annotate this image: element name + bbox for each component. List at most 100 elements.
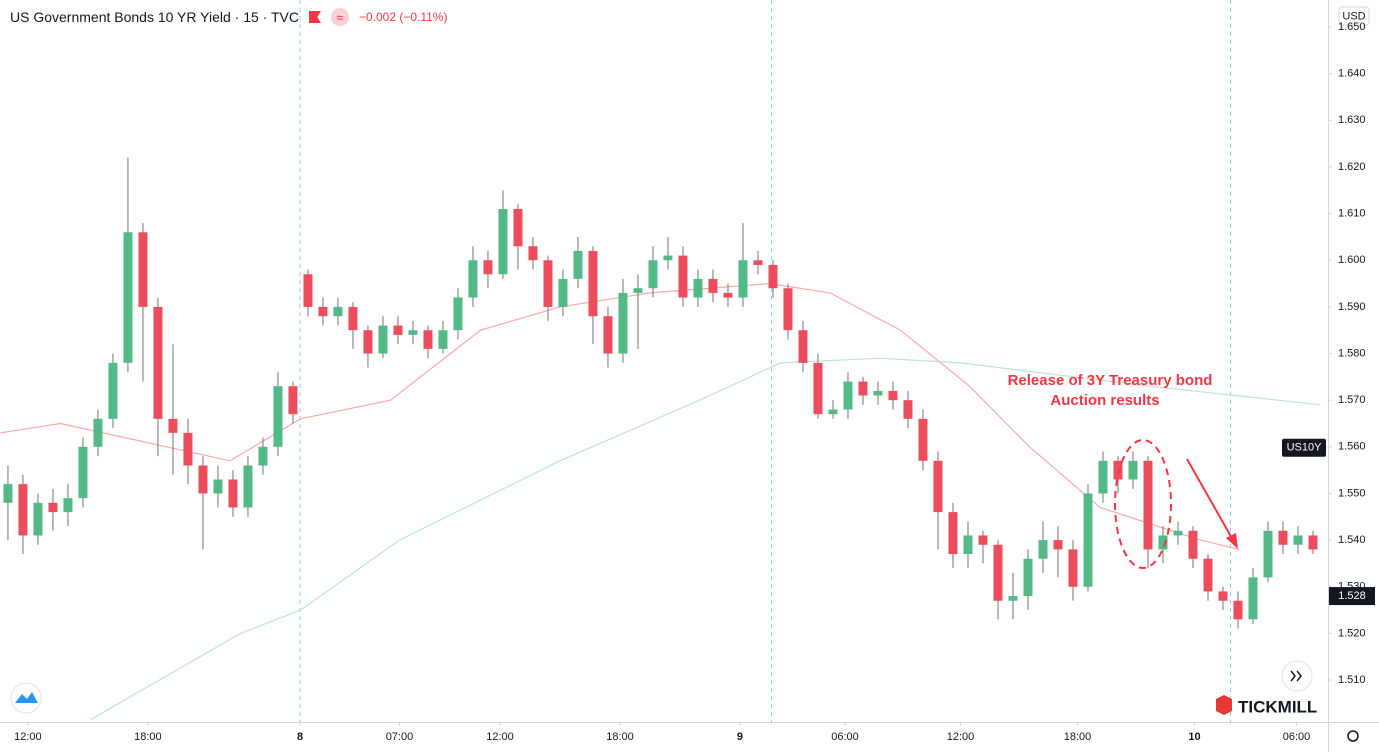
annotation: Auction results bbox=[1050, 392, 1159, 409]
candle-body bbox=[18, 484, 28, 536]
candle-body bbox=[3, 484, 13, 503]
candle-body bbox=[663, 255, 673, 261]
flag-icon[interactable] bbox=[308, 11, 321, 23]
moving-average bbox=[90, 357, 1321, 721]
candle-body bbox=[1068, 549, 1078, 587]
candle-body bbox=[903, 400, 913, 419]
candle-body bbox=[468, 260, 478, 298]
candle-body bbox=[753, 260, 763, 265]
candle-body bbox=[483, 260, 493, 275]
candle-body bbox=[363, 330, 373, 354]
symbol-marker: US10Y bbox=[1287, 442, 1323, 454]
y-tick-label: 1.540 bbox=[1338, 534, 1366, 546]
symbol-marker-box bbox=[1282, 438, 1326, 457]
candle-body bbox=[153, 306, 163, 419]
candle-body bbox=[1143, 460, 1153, 550]
arrow bbox=[1186, 458, 1234, 541]
candle-body bbox=[723, 292, 733, 298]
x-tick-label: 12:00 bbox=[947, 731, 975, 743]
header: US Government Bonds 10 YR Yield · 15 · T… bbox=[10, 8, 447, 26]
candle-body bbox=[558, 278, 568, 307]
candle-body bbox=[828, 409, 838, 415]
candle-body bbox=[1128, 460, 1138, 480]
candle-body bbox=[1218, 591, 1228, 601]
y-tick-label: 1.600 bbox=[1338, 254, 1366, 266]
candle-body bbox=[258, 446, 268, 466]
x-tick-label: 10 bbox=[1188, 731, 1200, 743]
candle-body bbox=[1203, 558, 1213, 592]
x-tick-label: 06:00 bbox=[1283, 731, 1311, 743]
currency: USD bbox=[1342, 10, 1365, 22]
candle-body bbox=[918, 418, 928, 461]
candle-body bbox=[198, 465, 208, 494]
candle-body bbox=[648, 260, 658, 289]
annotation: Release of 3Y Treasury bond bbox=[1008, 372, 1213, 389]
candle-body bbox=[438, 330, 448, 349]
candle-body bbox=[693, 278, 703, 298]
x-tick-label: 18:00 bbox=[606, 731, 634, 743]
candle-body bbox=[783, 288, 793, 331]
candle-body bbox=[1053, 540, 1063, 550]
candle-body bbox=[63, 498, 73, 513]
candle-body bbox=[798, 330, 808, 363]
marks: 1.5101.5201.5301.5401.5501.5601.5701.580… bbox=[0, 0, 1366, 743]
candle-body bbox=[1293, 535, 1303, 545]
x-tick-label: 12:00 bbox=[486, 731, 514, 743]
candle-body bbox=[543, 260, 553, 307]
last-price: 1.528 bbox=[1338, 590, 1366, 602]
candle-body bbox=[378, 325, 388, 354]
y-tick-label: 1.590 bbox=[1338, 301, 1366, 313]
candle-body bbox=[528, 246, 538, 261]
candle-body bbox=[318, 306, 328, 317]
candle-body bbox=[33, 502, 43, 536]
currency-box[interactable] bbox=[1338, 6, 1370, 26]
candle-body bbox=[183, 432, 193, 466]
candle-body bbox=[1173, 530, 1183, 536]
symbol-title: US Government Bonds 10 YR Yield · 15 · T… bbox=[10, 9, 299, 25]
candle-body bbox=[243, 465, 253, 508]
x-tick-label: 07:00 bbox=[386, 731, 414, 743]
scroll-button[interactable] bbox=[1281, 660, 1313, 692]
candle-body bbox=[738, 260, 748, 298]
candle-body bbox=[1248, 577, 1258, 620]
highlight-ellipse bbox=[1114, 439, 1172, 569]
candle-body bbox=[1188, 530, 1198, 559]
candle-body bbox=[333, 306, 343, 317]
candle-body bbox=[1263, 530, 1273, 578]
candle-body bbox=[858, 381, 868, 396]
candle-body bbox=[993, 544, 1003, 601]
x-tick-label: 9 bbox=[737, 731, 743, 743]
y-tick-label: 1.570 bbox=[1338, 394, 1366, 406]
candle-body bbox=[1098, 460, 1108, 494]
y-tick-label: 1.580 bbox=[1338, 347, 1366, 359]
candle-body bbox=[78, 446, 88, 499]
candle-body bbox=[1038, 540, 1048, 559]
candle-body bbox=[123, 232, 133, 363]
candle-body bbox=[1158, 535, 1168, 550]
candle-body bbox=[633, 288, 643, 293]
candle-body bbox=[1008, 596, 1018, 601]
brand: TICKMILL bbox=[1238, 697, 1317, 716]
candle-body bbox=[678, 255, 688, 298]
price-change: −0.002 (−0.11%) bbox=[358, 10, 448, 24]
y-tick-label: 1.650 bbox=[1338, 21, 1366, 33]
candle-body bbox=[588, 250, 598, 317]
settings-icon[interactable] bbox=[1347, 730, 1359, 742]
candle-body bbox=[933, 460, 943, 513]
x-tick-label: 18:00 bbox=[134, 731, 162, 743]
y-tick-label: 1.630 bbox=[1338, 114, 1366, 126]
candle-body bbox=[1308, 535, 1318, 550]
candle-body bbox=[1113, 460, 1123, 480]
candle-body bbox=[1083, 493, 1093, 587]
candle-body bbox=[453, 297, 463, 331]
brand-logo bbox=[1216, 695, 1232, 715]
x-tick-label: 8 bbox=[297, 731, 303, 743]
candle-body bbox=[1278, 530, 1288, 545]
y-tick-label: 1.520 bbox=[1338, 627, 1366, 639]
compare-icon[interactable]: ≈ bbox=[330, 8, 349, 26]
candle-body bbox=[228, 479, 238, 508]
candle-body bbox=[1233, 600, 1243, 620]
x-tick-label: 12:00 bbox=[14, 731, 42, 743]
